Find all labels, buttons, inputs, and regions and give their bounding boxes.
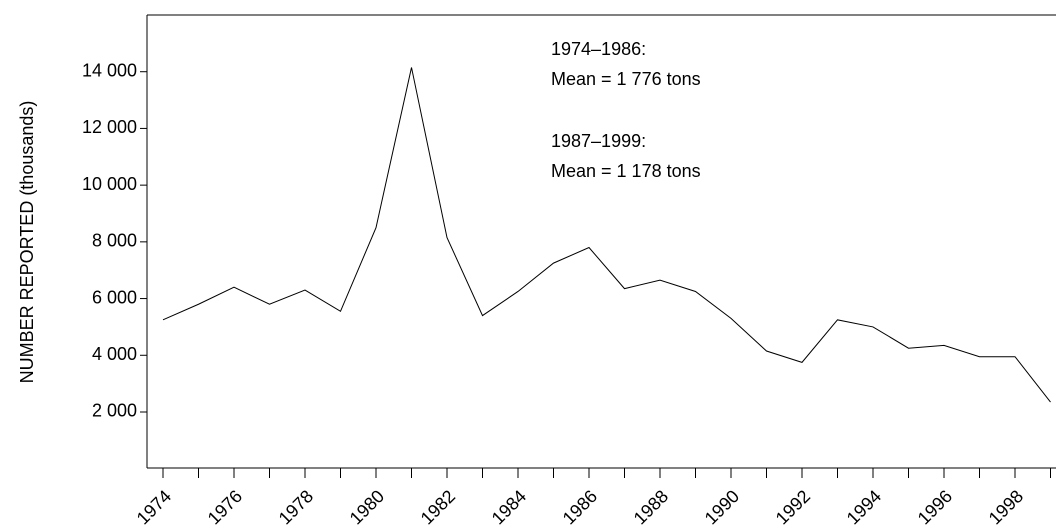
x-tick-label: 1984	[488, 486, 530, 528]
x-tick-label: 1980	[346, 486, 388, 528]
x-tick-label: 1976	[204, 486, 246, 528]
x-tick-label: 1986	[559, 486, 601, 528]
x-tick-label: 1988	[630, 486, 672, 528]
x-tick-label: 1974	[133, 486, 175, 528]
annotation: 1987–1999:	[551, 131, 646, 151]
x-tick-label: 1994	[843, 486, 885, 528]
y-tick-label: 12 000	[82, 117, 137, 137]
x-tick-label: 1992	[772, 486, 814, 528]
y-axis-label: NUMBER REPORTED (thousands)	[17, 101, 37, 384]
y-tick-label: 8 000	[92, 231, 137, 251]
y-tick-label: 4 000	[92, 344, 137, 364]
line	[162, 67, 1051, 403]
x-tick-label: 1998	[985, 486, 1027, 528]
x-tick-label: 1996	[914, 486, 956, 528]
annotation: Mean = 1 178 tons	[551, 161, 701, 181]
x-tick-label: 1982	[417, 486, 459, 528]
y-tick-label: 2 000	[92, 401, 137, 421]
y-tick-label: 6 000	[92, 287, 137, 307]
y-tick-label: 14 000	[82, 60, 137, 80]
x-tick-label: 1978	[275, 486, 317, 528]
y-tick-label: 10 000	[82, 174, 137, 194]
annotation: 1974–1986:	[551, 39, 646, 59]
annotation: Mean = 1 776 tons	[551, 69, 701, 89]
x-tick-label: 1990	[701, 486, 743, 528]
